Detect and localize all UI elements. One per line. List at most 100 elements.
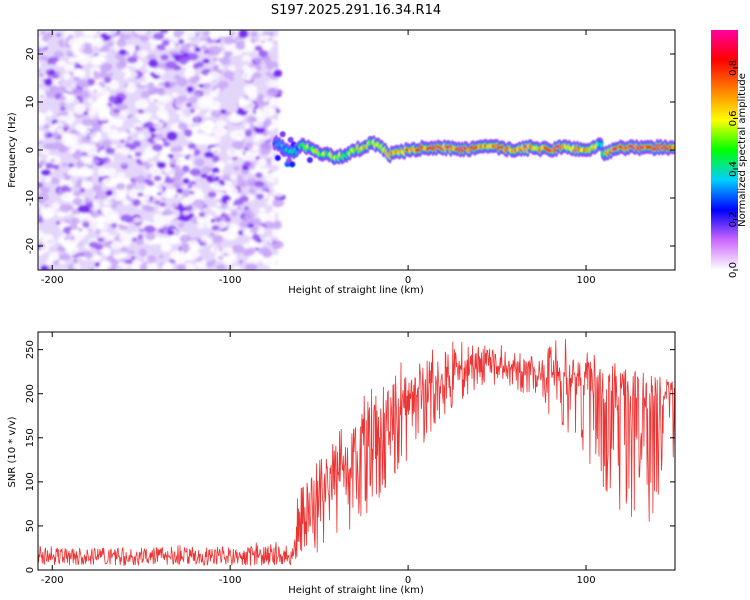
noise-blob — [171, 203, 178, 208]
noise-blob — [88, 98, 94, 104]
track-cell — [671, 145, 675, 150]
track-scatter — [279, 131, 286, 138]
noise-blob — [194, 47, 202, 53]
noise-blob — [249, 169, 256, 174]
noise-blob — [93, 89, 97, 94]
noise-blob — [110, 144, 118, 149]
noise-blob — [215, 236, 221, 240]
track-cell — [599, 142, 604, 148]
noise-blob — [43, 133, 49, 137]
noise-blob — [49, 87, 54, 91]
noise-blob — [131, 255, 136, 260]
noise-blob — [119, 146, 131, 156]
noise-blob — [126, 218, 133, 224]
noise-blob — [244, 129, 253, 137]
noise-blob — [204, 151, 215, 159]
noise-blob — [232, 245, 245, 254]
noise-blob — [58, 246, 66, 252]
noise-blob — [120, 247, 129, 254]
noise-blob — [93, 100, 102, 109]
noise-blob — [152, 150, 157, 156]
noise-blob — [38, 30, 42, 35]
noise-blob — [41, 34, 50, 42]
noise-blob — [44, 204, 49, 208]
noise-blob — [151, 143, 164, 152]
noise-blob — [202, 58, 210, 64]
noise-blob — [147, 87, 160, 95]
noise-blob — [232, 156, 238, 161]
noise-blob — [52, 164, 60, 170]
noise-blob — [255, 155, 260, 161]
noise-blob — [108, 79, 120, 91]
noise-blob — [133, 216, 142, 223]
noise-blob — [193, 74, 201, 82]
noise-blob — [153, 98, 158, 103]
noise-blob — [127, 82, 135, 88]
noise-blob — [60, 232, 68, 240]
noise-blob — [200, 235, 209, 243]
y-tick-label: 100 — [25, 472, 36, 491]
noise-blob — [153, 67, 166, 76]
noise-blob — [50, 177, 61, 185]
noise-blob — [185, 249, 200, 260]
noise-blob — [99, 49, 104, 53]
noise-blob — [273, 69, 283, 78]
noise-blob — [261, 39, 266, 44]
noise-blob — [183, 30, 197, 39]
noise-blob — [38, 230, 45, 240]
noise-blob — [81, 181, 94, 190]
noise-blob — [215, 120, 227, 129]
noise-blob — [140, 196, 150, 206]
noise-blob — [216, 264, 226, 270]
noise-blob — [82, 47, 93, 55]
noise-blob — [144, 121, 155, 129]
noise-blob — [79, 252, 85, 257]
noise-blob — [86, 38, 93, 44]
noise-blob — [122, 199, 131, 206]
noise-blob — [248, 240, 259, 248]
noise-blob — [174, 194, 179, 198]
noise-blob — [60, 192, 73, 202]
x-tick-label: -100 — [219, 575, 242, 586]
noise-blob — [51, 202, 60, 210]
noise-blob — [159, 82, 165, 86]
noise-blob — [214, 250, 223, 256]
y-tick-label: 200 — [25, 384, 36, 403]
noise-blob — [176, 50, 181, 55]
noise-blob — [90, 84, 104, 96]
colorbar-gradient — [711, 30, 738, 270]
noise-blob — [122, 162, 127, 167]
noise-blob — [248, 187, 256, 195]
noise-blob — [74, 123, 87, 132]
noise-blob — [260, 148, 271, 156]
noise-blob — [89, 110, 97, 116]
noise-blob — [73, 230, 86, 240]
noise-blob — [139, 263, 148, 270]
noise-blob — [211, 181, 220, 190]
noise-blob — [102, 90, 111, 98]
noise-blob — [100, 104, 111, 115]
noise-blob — [146, 254, 156, 264]
noise-blob — [133, 176, 141, 182]
noise-blob — [173, 30, 183, 38]
noise-blob — [132, 198, 141, 207]
noise-blob — [115, 172, 126, 181]
noise-blob — [50, 158, 55, 163]
noise-blob — [92, 184, 102, 192]
noise-blob — [266, 79, 279, 88]
noise-blob — [38, 218, 44, 223]
noise-blob — [159, 202, 166, 207]
noise-blob — [70, 217, 80, 225]
noise-blob — [244, 150, 252, 156]
noise-blob — [194, 116, 200, 122]
noise-blob — [224, 216, 232, 223]
noise-blob — [152, 213, 163, 222]
snr-series-line — [38, 339, 675, 567]
noise-blob — [161, 190, 175, 199]
noise-blob — [172, 164, 181, 171]
signal-track — [272, 131, 675, 168]
x-tick-label: 0 — [405, 575, 411, 586]
x-tick-label: -200 — [41, 575, 64, 586]
noise-blob — [225, 252, 237, 261]
noise-blob — [228, 65, 236, 72]
